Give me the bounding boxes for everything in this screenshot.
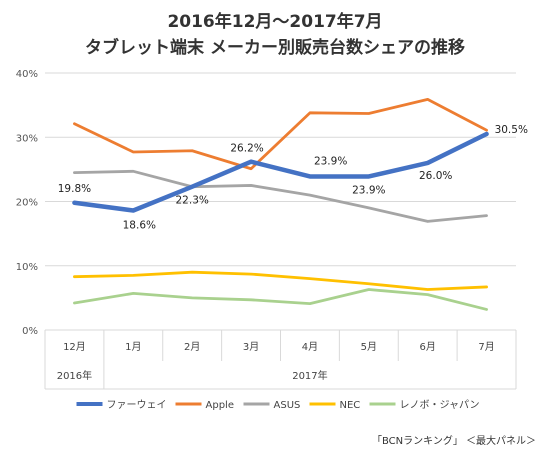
x-tick-label: 2月 <box>184 341 200 353</box>
series-line-0 <box>72 131 489 213</box>
chart-title-line1: 2016年12月～2017年7月 <box>167 11 382 32</box>
data-label: 19.8% <box>58 183 91 195</box>
legend-label: ファーウェイ <box>107 399 167 411</box>
legend-label: レノボ・ジャパン <box>400 399 480 411</box>
series-line-3 <box>73 270 488 291</box>
data-label: 26.0% <box>419 170 452 182</box>
chart-title-line2: タブレット端末 メーカー別販売台数シェアの推移 <box>85 37 465 58</box>
gridlines <box>45 72 516 331</box>
x-tick-label: 7月 <box>478 341 494 353</box>
legend: ファーウェイ Apple ASUS NEC レノボ・ジャパン <box>76 399 480 411</box>
x-tick-label: 12月 <box>63 341 86 353</box>
y-tick-label: 0% <box>22 326 38 337</box>
x-tick-label: 3月 <box>243 341 259 353</box>
series-line-4 <box>73 288 488 311</box>
x-axis: 12月 1月 2月 3月 4月 5月 6月 7月 2016年 2017年 <box>44 330 517 390</box>
data-label: 23.9% <box>352 184 385 196</box>
data-label: 22.3% <box>176 195 209 207</box>
data-label: 30.5% <box>495 124 528 136</box>
y-axis: 0% 10% 20% 30% 40% <box>16 69 38 337</box>
source-note: 「BCNランキング」 ＜最大パネル＞ <box>372 434 536 447</box>
year-group-label: 2016年 <box>57 369 92 382</box>
year-group-label: 2017年 <box>292 369 327 382</box>
series-lines <box>72 97 489 311</box>
series-line-1 <box>73 97 488 171</box>
legend-label: NEC <box>340 400 361 411</box>
x-tick-label: 6月 <box>420 341 436 353</box>
data-label: 26.2% <box>230 143 263 155</box>
data-label: 23.9% <box>314 155 347 167</box>
y-tick-label: 20% <box>16 198 38 209</box>
x-tick-label: 1月 <box>125 341 141 353</box>
legend-label: Apple <box>206 400 234 411</box>
y-tick-label: 40% <box>16 69 38 80</box>
legend-label: ASUS <box>274 400 301 411</box>
data-labels: 19.8% 18.6% 22.3% 26.2% 23.9% 23.9% 26.0% 30.5% <box>58 124 528 231</box>
series-line-2 <box>73 169 488 223</box>
y-tick-label: 10% <box>16 262 38 273</box>
y-tick-label: 30% <box>16 133 38 144</box>
x-tick-label: 4月 <box>302 341 318 353</box>
data-label: 18.6% <box>123 219 156 231</box>
x-tick-label: 5月 <box>361 341 377 353</box>
